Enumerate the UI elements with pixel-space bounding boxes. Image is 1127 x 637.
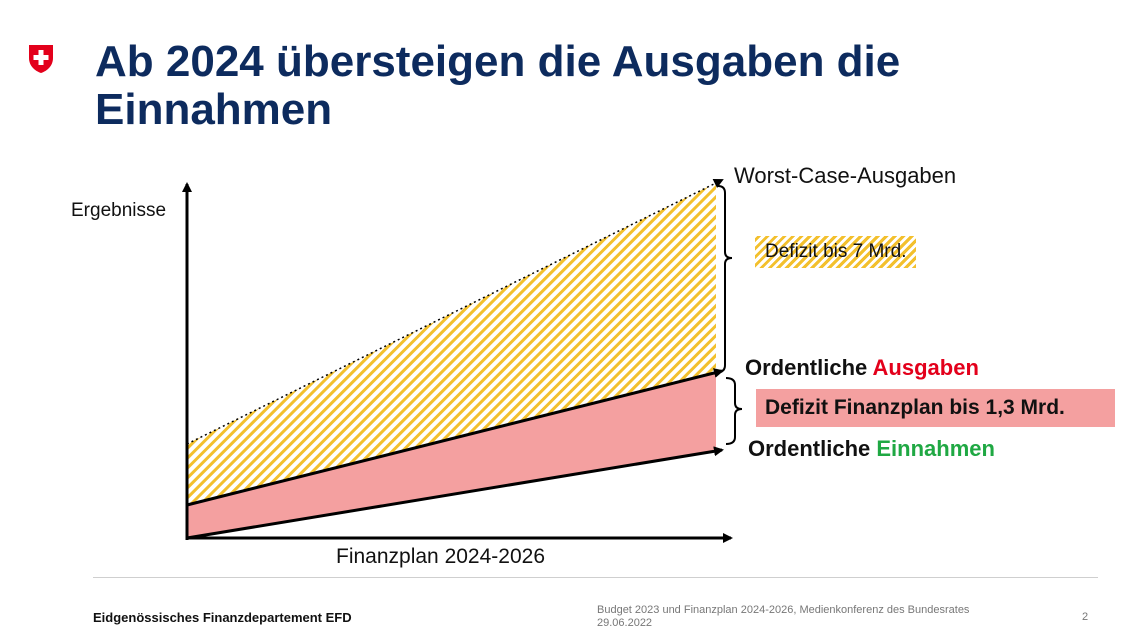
x-axis-label: Finanzplan 2024-2026 — [336, 545, 545, 568]
page-number: 2 — [1082, 611, 1089, 623]
planned-deficit-area — [187, 373, 716, 538]
worst-case-label: Worst-Case-Ausgaben — [734, 163, 957, 188]
ausgaben-prefix: Ordentliche — [745, 355, 873, 380]
worst-case-deficit-area — [187, 183, 716, 505]
ausgaben-line — [186, 368, 724, 507]
ordentliche-ausgaben-label: Ordentliche Ausgaben — [745, 355, 979, 381]
page-title: Ab 2024 übersteigen die Ausgaben die Ein… — [95, 38, 1095, 134]
worst-case-brace — [717, 185, 733, 373]
einnahmen-line — [186, 446, 724, 540]
footer-department: Eidgenössisches Finanzdepartement EFD — [93, 610, 352, 625]
swiss-cross-icon — [29, 45, 53, 73]
footer-event-line-1: Budget 2023 und Finanzplan 2024-2026, Me… — [597, 604, 970, 616]
einnahmen-highlight: Einnahmen — [876, 436, 995, 461]
title-line-1: Ab 2024 übersteigen die Ausgaben die — [95, 37, 901, 86]
footer-event-line-2: 29.06.2022 — [597, 617, 653, 629]
deficit-worst-label: Defizit bis 7 Mrd. — [755, 236, 917, 268]
planned-deficit-brace — [725, 377, 743, 445]
footer-divider — [93, 577, 1098, 578]
footer-event: Budget 2023 und Finanzplan 2024-2026, Me… — [597, 604, 969, 630]
title-line-2: Einnahmen — [95, 85, 333, 134]
deficit-plan-label: Defizit Finanzplan bis 1,3 Mrd. — [756, 389, 1115, 427]
ordentliche-einnahmen-label: Ordentliche Einnahmen — [748, 436, 995, 462]
einnahmen-prefix: Ordentliche — [748, 436, 877, 461]
ausgaben-highlight: Ausgaben — [872, 355, 979, 380]
y-axis-label: Ergebnisse — [71, 200, 167, 221]
